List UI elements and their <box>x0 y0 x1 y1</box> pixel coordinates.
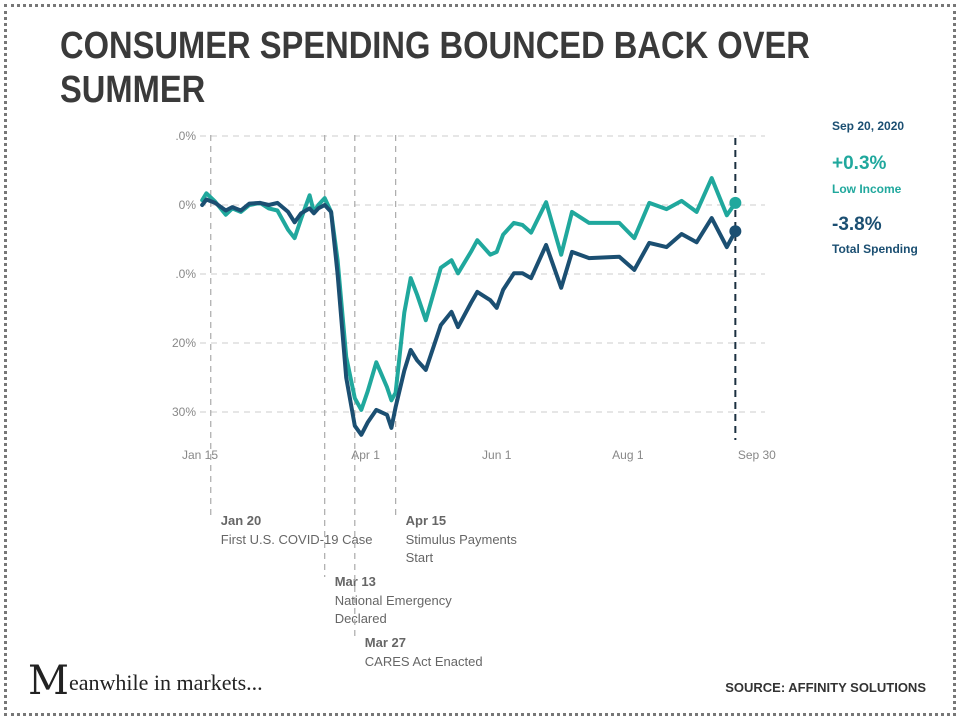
x-tick-label: Jun 1 <box>482 448 512 462</box>
highlight-date: Sep 20, 2020 <box>832 119 905 133</box>
total-spending-dot <box>729 225 742 238</box>
brand-text: eanwhile in markets... <box>68 670 263 695</box>
event-description: Stimulus Payments <box>406 532 518 547</box>
total-spending-line <box>200 197 738 437</box>
title-line-1: CONSUMER SPENDING BOUNCED BACK OVER <box>60 25 810 67</box>
event-description: Declared <box>335 611 387 626</box>
event-date: Jan 20 <box>221 513 261 528</box>
y-tick-label: 0% <box>179 198 197 212</box>
brand-logo: Meanwhile in markets... <box>28 658 263 704</box>
x-tick-label: Sep 30 <box>738 448 776 462</box>
page-title: CONSUMER SPENDING BOUNCED BACK OVER SUMM… <box>60 24 810 112</box>
y-tick-label: .0% <box>175 267 196 281</box>
total-spending-value: -3.8% <box>832 214 882 235</box>
dotted-frame <box>4 4 956 716</box>
brand-initial: M <box>28 658 69 704</box>
y-tick-label: 20% <box>172 336 196 350</box>
x-tick-label: Jan 15 <box>182 448 218 462</box>
event-description: National Emergency <box>335 593 453 608</box>
low-income-value: +0.3% <box>832 153 887 174</box>
event-date: Mar 13 <box>335 574 376 589</box>
title-line-2: SUMMER <box>60 69 206 111</box>
low-income-dot <box>729 196 742 209</box>
low-income-label: Low Income <box>832 182 902 196</box>
total-spending-label: Total Spending <box>832 242 918 256</box>
event-description: CARES Act Enacted <box>365 654 483 669</box>
event-date: Mar 27 <box>365 635 406 650</box>
x-tick-label: Aug 1 <box>612 448 644 462</box>
y-tick-label: 30% <box>172 405 196 419</box>
x-tick-label: Apr 1 <box>351 448 380 462</box>
y-tick-label: .0% <box>175 129 196 143</box>
source-credit: SOURCE: AFFINITY SOLUTIONS <box>725 680 926 695</box>
event-description: First U.S. COVID-19 Case <box>221 532 373 547</box>
low-income-line <box>200 176 738 412</box>
event-description: Start <box>406 550 434 565</box>
event-date: Apr 15 <box>406 513 446 528</box>
